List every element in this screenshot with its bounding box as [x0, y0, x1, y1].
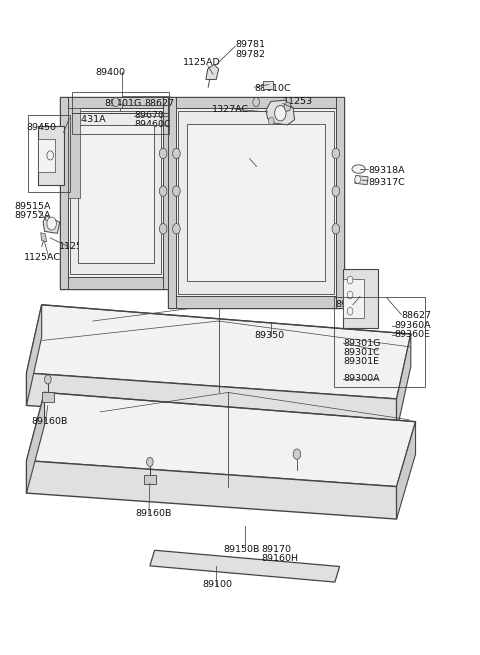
Polygon shape: [43, 215, 60, 233]
Text: 1327AC: 1327AC: [212, 105, 249, 114]
Polygon shape: [168, 97, 344, 108]
Text: 89318A: 89318A: [368, 166, 405, 175]
Circle shape: [112, 98, 119, 107]
Text: 89400: 89400: [96, 67, 125, 77]
Polygon shape: [60, 97, 171, 108]
Text: 89515A: 89515A: [14, 202, 51, 210]
Polygon shape: [26, 305, 411, 399]
Polygon shape: [336, 97, 344, 308]
Circle shape: [159, 223, 167, 234]
Text: 11253: 11253: [59, 242, 89, 252]
Circle shape: [275, 105, 286, 121]
Circle shape: [355, 176, 360, 183]
Polygon shape: [26, 460, 396, 519]
Polygon shape: [187, 124, 325, 281]
Circle shape: [293, 449, 301, 459]
Text: 88627: 88627: [401, 311, 432, 320]
Polygon shape: [168, 296, 344, 308]
Circle shape: [47, 217, 56, 230]
Polygon shape: [168, 97, 177, 308]
Polygon shape: [26, 392, 45, 493]
Polygon shape: [179, 111, 334, 293]
Text: 89150B: 89150B: [223, 545, 260, 554]
Circle shape: [159, 186, 167, 196]
Circle shape: [253, 98, 260, 107]
Polygon shape: [38, 139, 55, 172]
Text: 89450: 89450: [26, 123, 57, 132]
Circle shape: [173, 223, 180, 234]
Circle shape: [332, 148, 340, 159]
Circle shape: [284, 102, 291, 111]
Polygon shape: [355, 176, 368, 185]
Polygon shape: [70, 111, 161, 274]
Text: 89460C: 89460C: [134, 121, 171, 130]
Circle shape: [45, 375, 51, 384]
Text: 89301C: 89301C: [343, 348, 380, 357]
Text: 1125AC: 1125AC: [24, 253, 61, 262]
Polygon shape: [38, 126, 63, 185]
Text: 89781: 89781: [235, 41, 265, 50]
Polygon shape: [26, 373, 396, 432]
Polygon shape: [168, 97, 344, 308]
Circle shape: [347, 291, 353, 299]
Text: 89360E: 89360E: [395, 330, 431, 339]
Polygon shape: [343, 279, 364, 318]
Text: 89401G: 89401G: [105, 99, 142, 108]
Polygon shape: [396, 334, 411, 432]
Polygon shape: [163, 97, 171, 289]
Text: 11253: 11253: [283, 97, 313, 106]
Circle shape: [268, 117, 274, 125]
Circle shape: [146, 457, 153, 466]
Polygon shape: [41, 233, 47, 242]
Text: 89331: 89331: [335, 300, 365, 309]
Polygon shape: [206, 64, 219, 79]
Polygon shape: [343, 269, 378, 328]
Text: 89301E: 89301E: [343, 357, 379, 365]
Text: 89515D: 89515D: [227, 162, 264, 171]
Circle shape: [332, 223, 340, 234]
Text: 88010C: 88010C: [254, 84, 291, 93]
Polygon shape: [144, 475, 156, 484]
Polygon shape: [150, 550, 340, 582]
Text: 89160B: 89160B: [31, 417, 68, 426]
Text: 89160H: 89160H: [262, 554, 299, 563]
Polygon shape: [263, 81, 273, 88]
Text: 89431A: 89431A: [69, 115, 106, 124]
Text: 89170: 89170: [262, 545, 292, 554]
Circle shape: [159, 148, 167, 159]
Polygon shape: [266, 100, 295, 125]
Polygon shape: [78, 125, 154, 263]
Circle shape: [332, 186, 340, 196]
Text: 89752A: 89752A: [14, 211, 51, 219]
Circle shape: [47, 151, 54, 160]
Polygon shape: [68, 108, 80, 198]
Text: 89160B: 89160B: [136, 510, 172, 518]
Circle shape: [173, 186, 180, 196]
Polygon shape: [26, 305, 42, 405]
Text: 89100: 89100: [202, 580, 232, 590]
Text: 89350: 89350: [254, 331, 284, 341]
Polygon shape: [42, 392, 54, 402]
Text: 89782: 89782: [235, 50, 265, 58]
Polygon shape: [60, 97, 171, 289]
Polygon shape: [60, 277, 171, 289]
Circle shape: [347, 307, 353, 315]
Polygon shape: [60, 97, 68, 289]
Text: 1125AD: 1125AD: [183, 58, 221, 67]
Text: 88627: 88627: [144, 99, 174, 108]
Polygon shape: [396, 422, 416, 519]
Text: 89360A: 89360A: [395, 321, 432, 330]
Text: 89317C: 89317C: [368, 178, 405, 187]
Circle shape: [173, 148, 180, 159]
Ellipse shape: [352, 165, 365, 174]
Text: 89301G: 89301G: [343, 339, 381, 348]
Polygon shape: [26, 392, 416, 487]
Text: 89670: 89670: [134, 111, 164, 121]
Circle shape: [347, 276, 353, 284]
Text: 89300A: 89300A: [343, 374, 380, 383]
